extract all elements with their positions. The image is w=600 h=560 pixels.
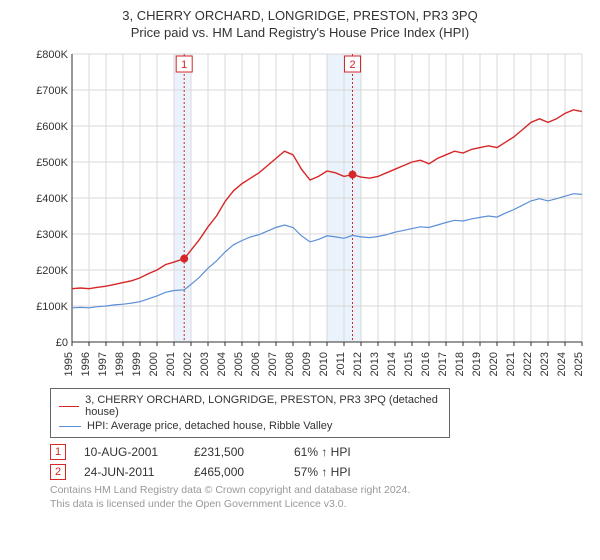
svg-text:2003: 2003	[199, 352, 211, 376]
svg-text:1998: 1998	[114, 352, 126, 376]
legend-item: HPI: Average price, detached house, Ribb…	[59, 419, 441, 433]
plot-area: £0 £100K £200K £300K £400K £500K £600K £700K £80…	[30, 46, 590, 376]
svg-text:2002: 2002	[182, 352, 194, 376]
svg-text:£600K: £600K	[36, 121, 68, 133]
event-price: £231,500	[194, 445, 294, 459]
svg-text:2015: 2015	[403, 352, 415, 376]
svg-text:2006: 2006	[250, 352, 262, 376]
svg-text:2022: 2022	[522, 352, 534, 376]
footnote-line2: This data is licensed under the Open Gov…	[50, 498, 590, 512]
svg-text:2023: 2023	[539, 352, 551, 376]
svg-text:2000: 2000	[148, 352, 160, 376]
title-main: 3, CHERRY ORCHARD, LONGRIDGE, PRESTON, P…	[10, 8, 590, 23]
event-price: £465,000	[194, 465, 294, 479]
event-date: 10-AUG-2001	[84, 445, 194, 459]
legend-swatch	[59, 426, 81, 427]
svg-text:£800K: £800K	[36, 49, 68, 61]
legend-label: HPI: Average price, detached house, Ribb…	[87, 420, 332, 432]
svg-text:2009: 2009	[301, 352, 313, 376]
events-list: 1 10-AUG-2001£231,50061% ↑ HPI 2 24-JUN-201…	[50, 444, 590, 480]
chart-container: 3, CHERRY ORCHARD, LONGRIDGE, PRESTON, P…	[0, 0, 600, 560]
svg-text:2007: 2007	[267, 352, 279, 376]
footnote: Contains HM Land Registry data © Crown c…	[50, 484, 590, 511]
svg-text:£200K: £200K	[36, 265, 68, 277]
svg-text:£300K: £300K	[36, 229, 68, 241]
svg-text:2004: 2004	[216, 352, 228, 376]
title-sub: Price paid vs. HM Land Registry's House …	[10, 25, 590, 40]
svg-text:£0: £0	[56, 337, 68, 349]
event-date: 24-JUN-2011	[84, 465, 194, 479]
svg-text:1995: 1995	[63, 352, 75, 376]
svg-text:1999: 1999	[131, 352, 143, 376]
svg-text:1997: 1997	[97, 352, 109, 376]
legend: 3, CHERRY ORCHARD, LONGRIDGE, PRESTON, P…	[50, 388, 450, 438]
svg-text:2011: 2011	[335, 352, 347, 376]
svg-text:2019: 2019	[471, 352, 483, 376]
legend-label: 3, CHERRY ORCHARD, LONGRIDGE, PRESTON, P…	[85, 394, 441, 418]
svg-text:£400K: £400K	[36, 193, 68, 205]
legend-item: 3, CHERRY ORCHARD, LONGRIDGE, PRESTON, P…	[59, 393, 441, 419]
svg-text:1996: 1996	[80, 352, 92, 376]
svg-text:1: 1	[181, 59, 187, 71]
svg-text:2021: 2021	[505, 352, 517, 376]
svg-text:2005: 2005	[233, 352, 245, 376]
svg-text:2012: 2012	[352, 352, 364, 376]
svg-text:2010: 2010	[318, 352, 330, 376]
svg-text:2001: 2001	[165, 352, 177, 376]
legend-swatch	[59, 406, 79, 407]
svg-text:2: 2	[349, 59, 355, 71]
svg-text:£100K: £100K	[36, 301, 68, 313]
event-row: 2 24-JUN-2011£465,00057% ↑ HPI	[50, 464, 590, 480]
svg-text:2018: 2018	[454, 352, 466, 376]
event-pct: 61% ↑ HPI	[294, 445, 394, 459]
event-badge: 1	[50, 444, 66, 460]
svg-text:2020: 2020	[488, 352, 500, 376]
event-row: 1 10-AUG-2001£231,50061% ↑ HPI	[50, 444, 590, 460]
chart-titles: 3, CHERRY ORCHARD, LONGRIDGE, PRESTON, P…	[10, 8, 590, 40]
event-pct: 57% ↑ HPI	[294, 465, 394, 479]
event-badge: 2	[50, 464, 66, 480]
svg-text:£700K: £700K	[36, 85, 68, 97]
footnote-line1: Contains HM Land Registry data © Crown c…	[50, 484, 590, 498]
svg-text:2025: 2025	[573, 352, 585, 376]
svg-text:2008: 2008	[284, 352, 296, 376]
svg-text:2014: 2014	[386, 352, 398, 376]
svg-text:2017: 2017	[437, 352, 449, 376]
chart-svg: £0 £100K £200K £300K £400K £500K £600K £700K £80…	[30, 46, 590, 376]
svg-text:2024: 2024	[556, 352, 568, 376]
svg-text:£500K: £500K	[36, 157, 68, 169]
svg-text:2013: 2013	[369, 352, 381, 376]
svg-text:2016: 2016	[420, 352, 432, 376]
